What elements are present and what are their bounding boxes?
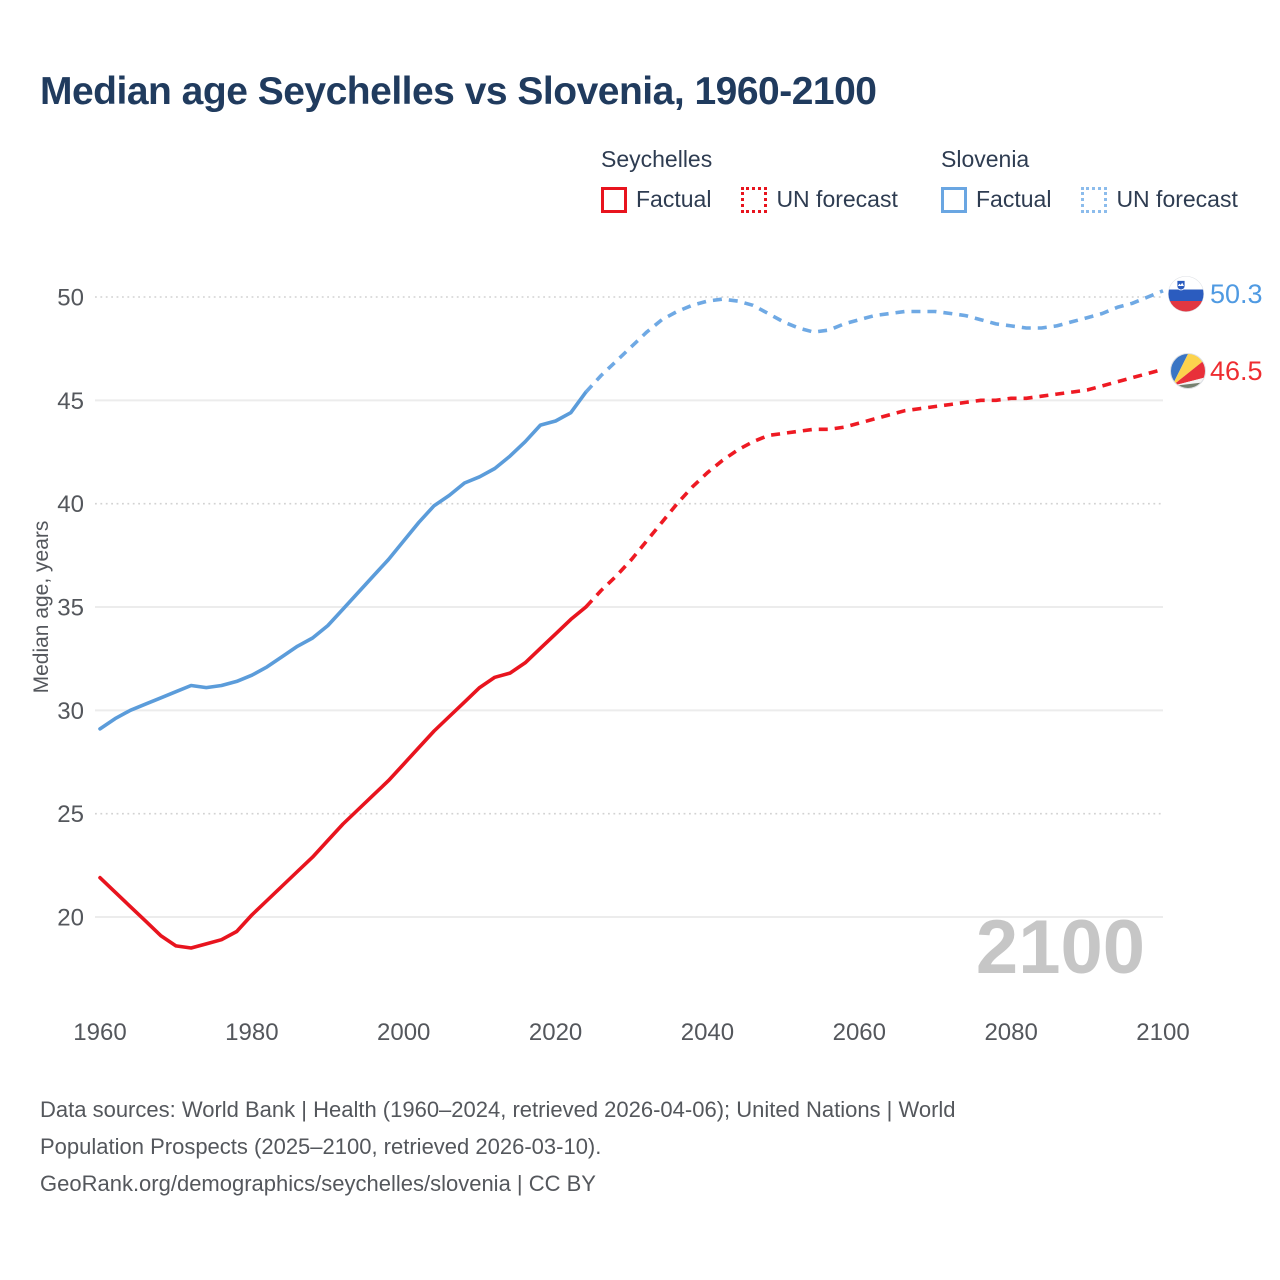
y-tick-label: 40 <box>57 491 84 518</box>
footer-line: Population Prospects (2025–2100, retriev… <box>40 1134 602 1159</box>
legend-item-label[interactable]: UN forecast <box>1116 186 1238 212</box>
series-seychelles-forecast <box>584 367 1164 609</box>
seychelles-forecast-swatch[interactable] <box>741 186 768 213</box>
seychelles-factual-swatch[interactable] <box>601 186 627 213</box>
chart-title: Median age Seychelles vs Slovenia, 1960-… <box>40 70 877 113</box>
legend-row: Factual UN forecast <box>601 186 898 213</box>
y-tick-label: 50 <box>57 285 84 312</box>
legend-group-seychelles: Seychelles Factual UN forecast <box>601 146 898 213</box>
footer: Data sources: World Bank | Health (1960–… <box>40 1091 956 1202</box>
series-slovenia-factual <box>98 390 588 731</box>
x-tick-label: 2020 <box>529 1019 582 1046</box>
legend-group-title: Slovenia <box>941 146 1030 172</box>
y-tick-label: 20 <box>57 905 84 932</box>
seychelles-end-value: 46.5 <box>1210 356 1263 386</box>
x-tick-label: 2080 <box>984 1019 1037 1046</box>
footer-line: GeoRank.org/demographics/seychelles/slov… <box>40 1171 596 1196</box>
legend-group-slovenia: Slovenia Factual UN forecast <box>941 146 1238 213</box>
axis-tick-labels: 20 25 30 35 40 45 50 1960 1980 2000 2020 2040 2060 20… <box>57 285 1189 1047</box>
x-tick-label: 2060 <box>833 1019 886 1046</box>
slovenia-end-value: 50.3 <box>1210 279 1263 309</box>
y-axis-title: Median age, years <box>30 521 53 694</box>
x-tick-label: 2040 <box>681 1019 734 1046</box>
legend-group-title: Seychelles <box>601 146 713 172</box>
slovenia-flag-icon <box>1168 276 1204 312</box>
x-tick-label: 2100 <box>1136 1019 1189 1046</box>
watermark-year: 2100 <box>976 905 1145 990</box>
series-slovenia-forecast <box>584 289 1164 394</box>
x-tick-label: 2000 <box>377 1019 430 1046</box>
y-tick-label: 45 <box>57 388 84 415</box>
legend: Seychelles Factual UN forecast Slovenia … <box>0 146 1280 221</box>
seychelles-flag-icon <box>1170 353 1206 389</box>
legend-item-label[interactable]: Factual <box>976 186 1052 212</box>
legend-row: Factual UN forecast <box>941 186 1238 213</box>
x-tick-label: 1960 <box>73 1019 126 1046</box>
y-tick-label: 35 <box>57 595 84 622</box>
gridlines <box>95 296 1163 919</box>
chart-series <box>98 289 1164 950</box>
series-seychelles-factual <box>98 605 588 950</box>
y-tick-label: 25 <box>57 801 84 828</box>
y-tick-label: 30 <box>57 698 84 725</box>
legend-item-label[interactable]: Factual <box>636 186 712 212</box>
slovenia-forecast-swatch[interactable] <box>1081 186 1108 213</box>
slovenia-factual-swatch[interactable] <box>941 186 967 213</box>
legend-item-label[interactable]: UN forecast <box>776 186 898 212</box>
x-tick-label: 1980 <box>225 1019 278 1046</box>
footer-line: Data sources: World Bank | Health (1960–… <box>40 1097 956 1122</box>
